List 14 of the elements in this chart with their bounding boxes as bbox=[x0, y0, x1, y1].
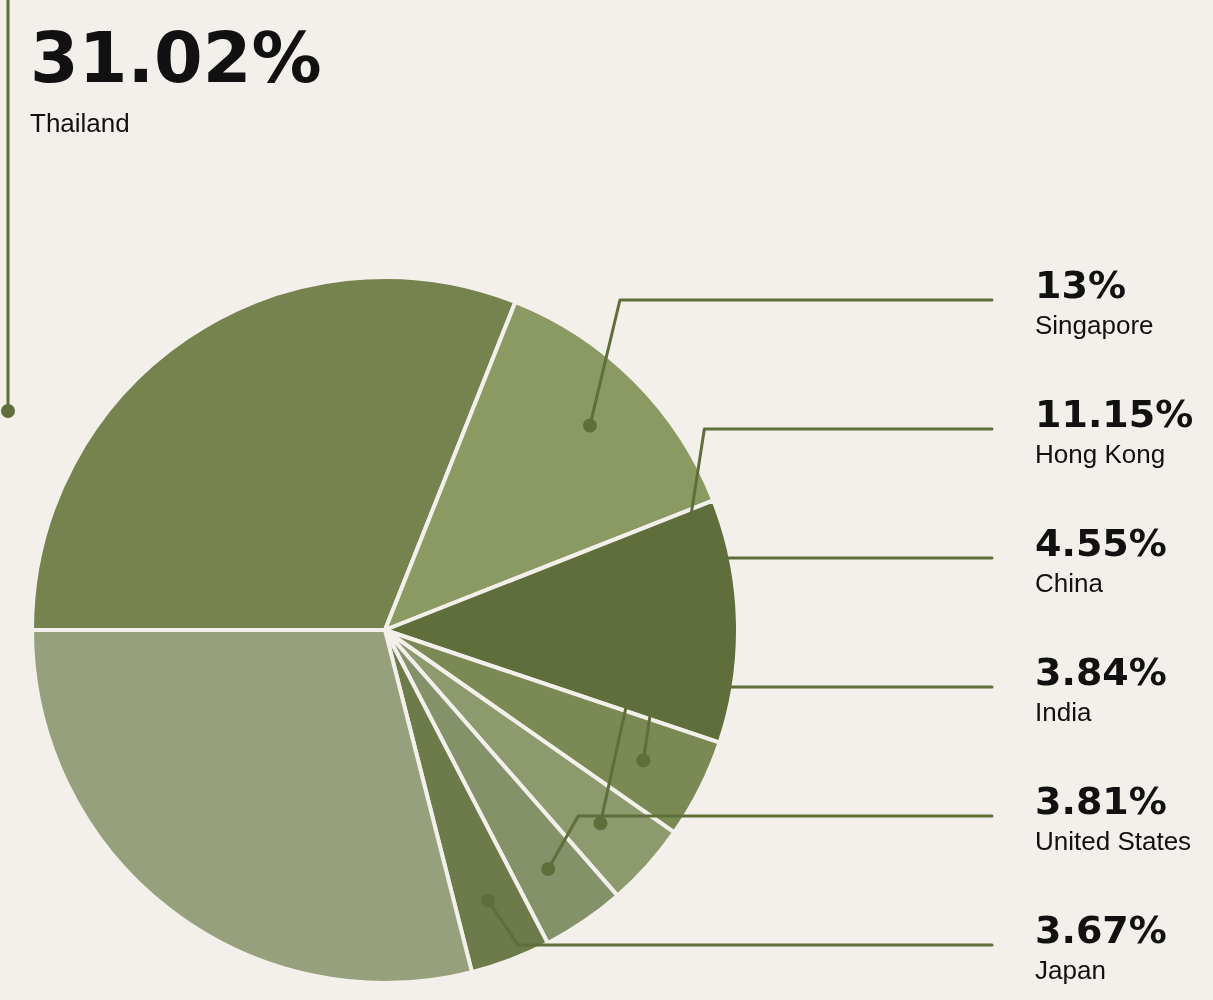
slice-label: Japan bbox=[1035, 955, 1106, 985]
data-label: 4.55% bbox=[1035, 521, 1167, 565]
data-label: 31.02% bbox=[30, 17, 322, 99]
slice-label: United States bbox=[1035, 826, 1192, 856]
slice-label: India bbox=[1035, 697, 1092, 727]
data-label: 3.84% bbox=[1035, 650, 1167, 694]
slice-label: China bbox=[1035, 568, 1104, 598]
data-label: 3.67% bbox=[1035, 908, 1167, 952]
data-label: 3.81% bbox=[1035, 779, 1167, 823]
data-label: 11.15% bbox=[1035, 392, 1194, 436]
slice-label: Hong Kong bbox=[1035, 439, 1166, 469]
slice-label: Singapore bbox=[1035, 310, 1154, 340]
slice-label: Thailand bbox=[30, 108, 130, 138]
data-label: 13% bbox=[1035, 263, 1126, 307]
